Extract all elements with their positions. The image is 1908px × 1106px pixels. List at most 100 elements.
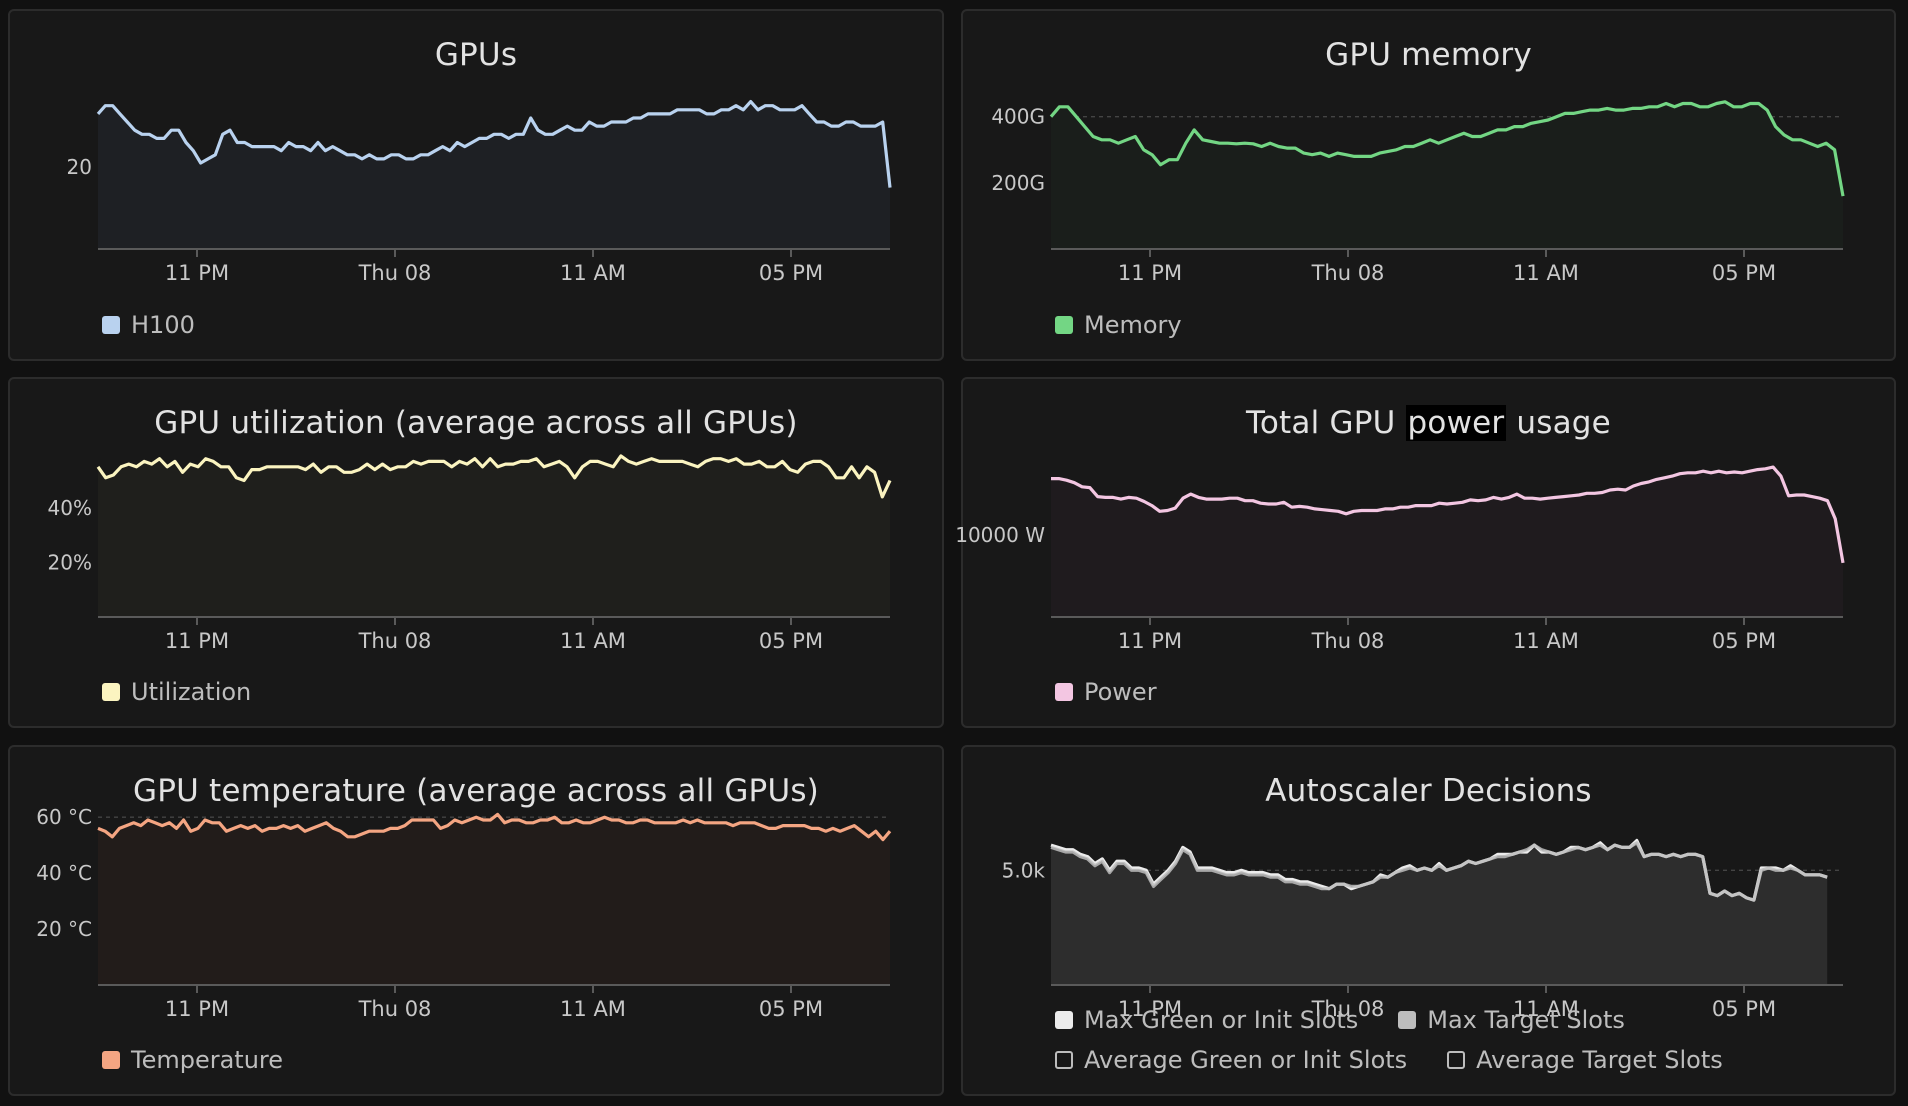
panel-gpu-memory: GPU memory 200G 400G 11 PM Thu 08 11 AM 05 PM…	[961, 9, 1896, 361]
panel-title: GPUs	[10, 37, 942, 73]
panel-title: GPU utilization (average across all GPUs…	[10, 405, 942, 441]
legend-swatch	[102, 316, 120, 334]
series-line	[97, 812, 892, 842]
autoscaler-chart: 5.0k 11 PM Thu 08 11 AM 05 PM	[1002, 838, 1843, 1021]
series-area	[98, 455, 890, 617]
legend-label: Utilization	[131, 678, 252, 706]
series-area	[98, 814, 890, 985]
x-tick-label: 11 PM	[1118, 261, 1182, 285]
legend-swatch	[1398, 1011, 1417, 1029]
x-tick-label: Thu 08	[1311, 261, 1385, 285]
series-line	[1050, 841, 1828, 902]
panel-title-text: GPUs	[434, 37, 518, 73]
y-tick-label: 60 °C	[36, 805, 92, 829]
x-tick-label: 05 PM	[1712, 629, 1776, 653]
x-tick-label: 11 PM	[1118, 629, 1182, 653]
chart-legend: H100	[102, 311, 195, 339]
x-tick-label: Thu 08	[358, 629, 432, 653]
series-area	[1051, 467, 1843, 617]
panel-title-text: usage	[1506, 405, 1611, 441]
x-tick-label: 11 PM	[165, 629, 229, 653]
series-line	[1051, 465, 1845, 564]
x-tick-label: 05 PM	[759, 629, 823, 653]
legend-item-h100[interactable]: H100	[102, 311, 195, 339]
legend-label: Power	[1084, 678, 1157, 706]
panel-title: GPU memory	[963, 37, 1894, 73]
x-tick-label: 11 PM	[165, 261, 229, 285]
panel-title: Total GPU power usage	[963, 405, 1894, 441]
legend-item-average-target-slots[interactable]: Average Target Slots	[1447, 1046, 1723, 1074]
panel-title-text: GPU temperature (average across all GPUs…	[133, 773, 819, 809]
chart-legend: Utilization	[102, 678, 251, 706]
y-tick-label: 400G	[991, 105, 1045, 129]
x-tick-label: Thu 08	[358, 261, 432, 285]
panel-gpu-temperature: GPU temperature (average across all GPUs…	[8, 745, 944, 1096]
x-tick-label: 11 AM	[560, 997, 626, 1021]
panel-title-highlight: power	[1405, 405, 1507, 441]
legend-label: Average Target Slots	[1476, 1046, 1723, 1074]
legend-label: Max Target Slots	[1427, 1006, 1625, 1034]
panel-title-text: GPU memory	[1325, 37, 1532, 73]
legend-item-temperature[interactable]: Temperature	[102, 1046, 283, 1074]
y-tick-label: 20 °C	[36, 917, 92, 941]
legend-item-utilization[interactable]: Utilization	[102, 678, 251, 706]
y-tick-label: 20	[67, 155, 92, 179]
chart-legend: Max Green or Init Slots Max Target Slots…	[1055, 1006, 1755, 1074]
x-tick-label: 11 AM	[560, 261, 626, 285]
legend-swatch	[1055, 683, 1073, 701]
chart-legend: Power	[1055, 678, 1157, 706]
panel-gpus: GPUs 20 11 PM Thu 08 11 AM 05 PM H100	[8, 9, 944, 361]
panel-autoscaler-decisions: Autoscaler Decisions 5.0k 11 PM Thu 08 11 A…	[961, 745, 1896, 1096]
x-tick-label: 05 PM	[759, 997, 823, 1021]
panel-gpu-utilization: GPU utilization (average across all GPUs…	[8, 377, 944, 728]
gpu-utilization-chart: 20% 40% 11 PM Thu 08 11 AM 05 PM	[48, 454, 892, 653]
legend-label: H100	[131, 311, 195, 339]
x-tick-label: 05 PM	[759, 261, 823, 285]
panel-title-text: Total GPU	[1246, 405, 1406, 441]
series-area	[98, 101, 890, 249]
y-tick-label: 40%	[48, 496, 92, 520]
legend-swatch	[1055, 1051, 1073, 1069]
legend-swatch	[1055, 316, 1073, 334]
y-tick-label: 40 °C	[36, 861, 92, 885]
panel-title: Autoscaler Decisions	[963, 773, 1894, 809]
gpus-chart: 20 11 PM Thu 08 11 AM 05 PM	[67, 100, 892, 285]
x-tick-label: 11 AM	[1513, 261, 1579, 285]
x-tick-label: 11 AM	[1513, 997, 1579, 1021]
legend-item-max-green-or-init-slots[interactable]: Max Green or Init Slots	[1055, 1006, 1358, 1034]
legend-label: Max Green or Init Slots	[1084, 1006, 1359, 1034]
legend-item-memory[interactable]: Memory	[1055, 311, 1182, 339]
y-tick-label: 20%	[48, 550, 92, 574]
panel-title: GPU temperature (average across all GPUs…	[10, 773, 942, 809]
legend-item-max-target-slots[interactable]: Max Target Slots	[1398, 1006, 1625, 1034]
chart-legend: Temperature	[102, 1046, 283, 1074]
panel-title-text: GPU utilization (average across all GPUs…	[154, 405, 798, 441]
legend-item-power[interactable]: Power	[1055, 678, 1157, 706]
legend-label: Average Green or Init Slots	[1084, 1046, 1408, 1074]
gpu-memory-chart: 200G 400G 11 PM Thu 08 11 AM 05 PM	[991, 100, 1845, 285]
panel-title-text: Autoscaler Decisions	[1265, 773, 1592, 809]
x-tick-label: 11 PM	[165, 997, 229, 1021]
x-tick-label: Thu 08	[1311, 629, 1385, 653]
legend-swatch	[102, 683, 120, 701]
legend-label: Memory	[1084, 311, 1182, 339]
legend-swatch	[102, 1051, 120, 1069]
x-tick-label: 05 PM	[1712, 997, 1776, 1021]
x-tick-label: 05 PM	[1712, 261, 1776, 285]
panel-gpu-power: Total GPU power usage 10000 W 11 PM Thu 08…	[955, 377, 1896, 728]
y-tick-label: 5.0k	[1002, 858, 1046, 882]
legend-swatch	[1447, 1051, 1466, 1069]
legend-swatch	[1055, 1011, 1073, 1029]
series-line	[96, 100, 892, 188]
chart-legend: Memory	[1055, 311, 1182, 339]
legend-item-average-green-or-init-slots[interactable]: Average Green or Init Slots	[1055, 1046, 1407, 1074]
y-tick-label: 200G	[991, 171, 1045, 195]
x-tick-label: 11 AM	[1513, 629, 1579, 653]
series-area	[1051, 101, 1843, 249]
y-tick-label: 10000 W	[955, 523, 1045, 547]
gpu-power-chart: 10000 W 11 PM Thu 08 11 AM 05 PM	[955, 465, 1845, 653]
legend-label: Temperature	[131, 1046, 284, 1074]
x-tick-label: Thu 08	[1311, 997, 1385, 1021]
x-tick-label: 11 PM	[1118, 997, 1182, 1021]
x-tick-label: 11 AM	[560, 629, 626, 653]
